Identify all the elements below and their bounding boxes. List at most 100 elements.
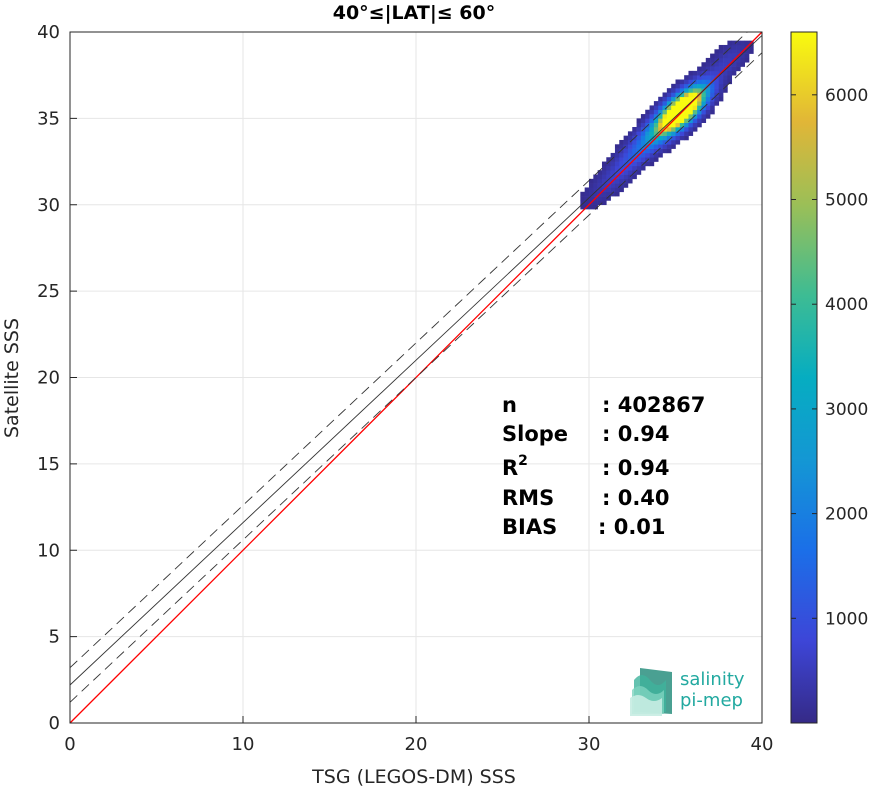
heatmap-cell xyxy=(640,114,646,119)
heatmap-cell xyxy=(610,152,616,158)
heatmap-cell xyxy=(731,53,737,59)
heatmap-cell xyxy=(684,101,689,106)
heatmap-cell xyxy=(675,131,681,136)
heatmap-cell xyxy=(731,44,737,50)
heatmap-cell xyxy=(653,144,659,149)
heatmap-cell xyxy=(653,118,659,123)
heatmap-cell xyxy=(580,200,585,206)
heatmap-cell xyxy=(606,157,611,162)
heatmap-cell xyxy=(744,40,750,46)
y-tick-label: 20 xyxy=(37,368,60,389)
heatmap-cell xyxy=(653,157,659,162)
heatmap-cell xyxy=(675,127,681,132)
heatmap-cell xyxy=(740,62,745,67)
line-identity xyxy=(69,31,763,724)
heatmap-cell xyxy=(736,66,741,72)
heatmap-cell xyxy=(701,118,707,123)
heatmap-cell xyxy=(584,191,590,197)
heatmap-cell xyxy=(601,161,607,167)
heatmap-cell xyxy=(623,148,629,154)
heatmap-cell xyxy=(671,131,676,136)
heatmap-cell xyxy=(671,109,676,115)
heatmap-cell xyxy=(723,88,728,93)
heatmap-cell xyxy=(710,57,715,63)
fit-lines xyxy=(69,31,763,724)
y-tick-label: 40 xyxy=(37,22,60,43)
heatmap-cell xyxy=(697,83,702,89)
heatmap-cell xyxy=(640,131,646,136)
heatmap-cell xyxy=(623,178,629,184)
heatmap-cell xyxy=(744,49,750,54)
heatmap-cell xyxy=(710,105,715,111)
heatmap-cell xyxy=(736,44,741,50)
heatmap-cell xyxy=(671,83,676,89)
heatmap-cell xyxy=(710,83,715,89)
heatmap-cell xyxy=(623,183,629,188)
heatmap-cell xyxy=(645,135,650,141)
heatmap-cell xyxy=(723,79,728,85)
heatmap-cell xyxy=(697,122,702,128)
heatmap-cell xyxy=(701,62,707,67)
heatmap-cell xyxy=(675,101,681,106)
heatmap-cell xyxy=(688,131,694,136)
heatmap-cell xyxy=(580,204,585,210)
heatmap-cell xyxy=(645,131,650,136)
heatmap-cell xyxy=(705,96,711,102)
heatmap-cell xyxy=(679,92,685,98)
stat-n-label: n xyxy=(502,393,517,417)
heatmap-cell xyxy=(662,114,668,119)
heatmap-cell xyxy=(684,88,689,93)
heatmap-cell xyxy=(614,191,620,197)
heatmap-cell xyxy=(697,79,702,85)
y-tick-label: 10 xyxy=(37,540,60,561)
logo-wave-icon xyxy=(630,668,672,716)
heatmap-cell xyxy=(649,161,655,167)
heatmap-cell xyxy=(593,183,598,188)
heatmap-cell xyxy=(718,92,724,98)
heatmap-cell xyxy=(740,57,745,63)
heatmap-cell xyxy=(718,44,724,50)
heatmap-cell xyxy=(671,96,676,102)
heatmap-cell xyxy=(601,178,607,184)
heatmap-cell xyxy=(679,135,685,141)
heatmap-cell xyxy=(688,92,694,98)
line-fit xyxy=(69,35,763,686)
colorbar-ticks: 1000 2000 3000 4000 5000 6000 xyxy=(791,86,868,629)
stat-rms-label: RMS xyxy=(502,486,554,510)
heatmap-cell xyxy=(606,161,611,167)
heatmap-cell xyxy=(705,105,711,111)
heatmap-cell xyxy=(632,165,637,171)
heatmap-cell xyxy=(623,170,629,175)
heatmap-cell xyxy=(658,96,663,102)
heatmap-cell xyxy=(666,105,672,111)
heatmap-cell xyxy=(658,118,663,123)
heatmap-cell xyxy=(679,101,685,106)
y-tick-label: 35 xyxy=(37,108,60,129)
heatmap-cell xyxy=(666,144,672,149)
heatmap-cell xyxy=(692,122,698,128)
heatmap-cell xyxy=(705,57,711,63)
heatmap-cell xyxy=(649,118,655,123)
heatmap-cell xyxy=(688,75,694,80)
heatmap-cell xyxy=(606,187,611,193)
heatmap-cell xyxy=(627,178,633,184)
heatmap-cell xyxy=(697,114,702,119)
y-ticks: 0 5 10 15 20 25 30 35 40 xyxy=(37,22,77,734)
heatmap-cell xyxy=(675,88,681,93)
heatmap-cell xyxy=(606,178,611,184)
heatmap-cell xyxy=(649,135,655,141)
heatmap-cell xyxy=(662,96,668,102)
heatmap-cell xyxy=(684,83,689,89)
heatmap-cell xyxy=(584,187,590,193)
heatmap-cell xyxy=(658,105,663,111)
heatmap-cell xyxy=(666,114,672,119)
heatmap-cell xyxy=(640,118,646,123)
heatmap-cell xyxy=(597,196,603,201)
heatmap-cell xyxy=(601,196,607,201)
heatmap-cell xyxy=(679,79,685,85)
heatmap-cell xyxy=(714,96,720,102)
heatmap-cell xyxy=(705,109,711,115)
heatmap-cell xyxy=(666,135,672,141)
heatmap-cell xyxy=(727,40,733,46)
heatmap-cell xyxy=(671,135,676,141)
